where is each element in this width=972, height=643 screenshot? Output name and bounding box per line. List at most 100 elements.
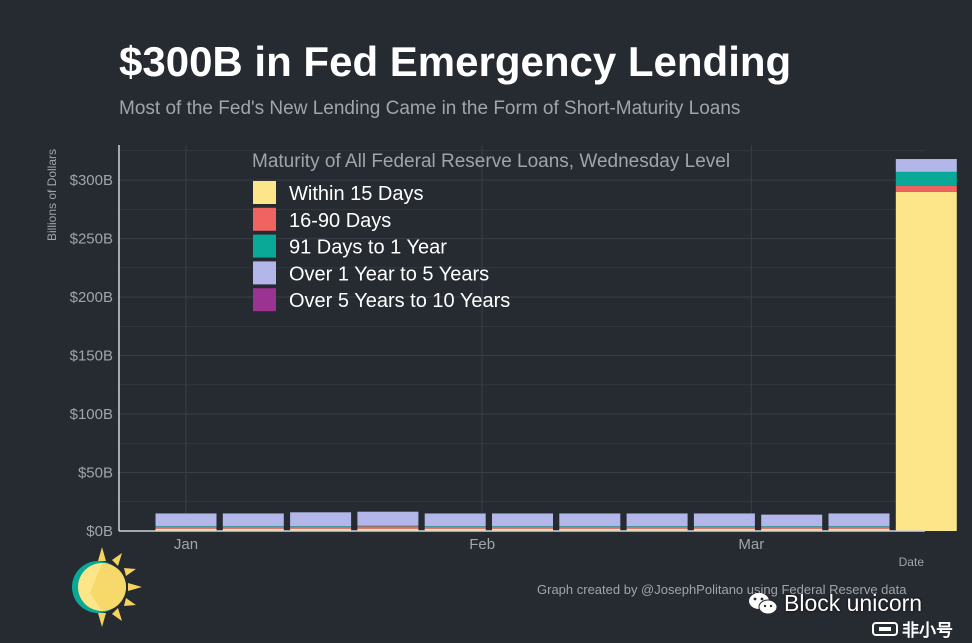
bar-segment xyxy=(559,526,621,527)
bar-segment xyxy=(492,513,553,527)
bar-stack xyxy=(761,514,823,531)
watermark-secondary: 非小号 xyxy=(872,616,953,641)
bar-segment xyxy=(424,526,486,527)
y-tick-label: $250B xyxy=(70,231,113,248)
watermark: Block unicorn xyxy=(748,590,922,617)
bar-segment xyxy=(222,513,284,527)
legend-swatch xyxy=(253,207,276,231)
y-axis-title: Billions of Dollars xyxy=(45,149,59,241)
bar-segment xyxy=(693,526,755,529)
bar-stack xyxy=(222,513,284,531)
watermark-secondary-label: 非小号 xyxy=(902,621,953,640)
bar-segment xyxy=(626,528,688,531)
bar-segment xyxy=(155,513,217,527)
bar-segment xyxy=(828,526,890,527)
bar-segment xyxy=(290,526,352,529)
sun-logo-icon xyxy=(72,547,142,627)
wechat-icon xyxy=(749,592,778,614)
x-tick-label: Mar xyxy=(738,536,764,553)
legend-swatch xyxy=(253,288,276,312)
brand-icon xyxy=(872,621,898,636)
bar-segment xyxy=(357,526,419,529)
bar-segment xyxy=(155,526,217,527)
y-tick-label: $0B xyxy=(86,523,113,540)
bar-segment xyxy=(828,513,890,527)
legend-item: Over 5 Years to 10 Years xyxy=(253,288,510,312)
bar-stack xyxy=(357,511,419,531)
bar-segment xyxy=(357,511,419,526)
bar-segment xyxy=(895,171,957,186)
bar-stack xyxy=(693,513,755,531)
y-tick-label: $150B xyxy=(70,348,113,365)
legend-label: Within 15 Days xyxy=(289,183,424,205)
bar-stack xyxy=(828,513,890,531)
bar-stack xyxy=(290,512,352,531)
bar-segment xyxy=(290,528,352,531)
legend-label: 16-90 Days xyxy=(289,210,391,232)
x-tick-label: Feb xyxy=(469,536,495,553)
legend-items: Within 15 Days 16-90 Days 91 Days to 1 Yea… xyxy=(253,181,510,312)
axes xyxy=(118,145,925,532)
bar-segment xyxy=(626,526,688,527)
bar-segment xyxy=(626,513,688,527)
bar-segment xyxy=(626,526,688,529)
legend-item: Within 15 Days xyxy=(253,181,424,205)
bar-segment xyxy=(559,513,621,527)
bar-segment xyxy=(895,159,957,172)
bar-stack xyxy=(424,513,486,531)
legend-swatch xyxy=(253,261,276,285)
legend-title: Maturity of All Federal Reserve Loans, W… xyxy=(252,151,730,172)
bar-segment xyxy=(559,526,621,529)
bar-segment xyxy=(693,513,755,527)
bar-segment xyxy=(492,528,553,531)
legend-item: Over 1 Year to 5 Years xyxy=(253,261,489,285)
bar-segment xyxy=(693,528,755,531)
bar-segment xyxy=(828,526,890,529)
bar-segment xyxy=(222,526,284,527)
bar-stack xyxy=(626,513,688,531)
bar-segment xyxy=(895,185,957,192)
bar-segment xyxy=(761,514,823,527)
bar-segment xyxy=(155,528,217,531)
legend-item: 16-90 Days xyxy=(253,207,391,232)
bar-segment xyxy=(828,528,890,531)
bar-segment xyxy=(492,526,553,527)
bar-segment xyxy=(424,528,486,531)
chart-subtitle: Most of the Fed's New Lending Came in th… xyxy=(119,98,741,119)
x-tick-label: Jan xyxy=(174,536,198,553)
legend-item: 91 Days to 1 Year xyxy=(253,234,447,259)
legend-label: Over 1 Year to 5 Years xyxy=(289,263,489,285)
x-tick-labels: Jan Feb Mar xyxy=(174,536,764,553)
bar-segment xyxy=(761,528,823,531)
bar-segment xyxy=(492,526,553,529)
watermark-name: Block unicorn xyxy=(784,590,923,616)
y-tick-label: $200B xyxy=(70,289,113,306)
x-axis-title: Date xyxy=(899,555,925,569)
bar-segment xyxy=(693,526,755,527)
chart-title: $300B in Fed Emergency Lending xyxy=(119,38,792,85)
y-tick-label: $300B xyxy=(70,172,113,189)
bar-stack xyxy=(155,513,217,531)
legend: Maturity of All Federal Reserve Loans, W… xyxy=(252,151,730,312)
bar-stack xyxy=(895,159,957,531)
bar-segment xyxy=(559,528,621,531)
y-tick-label: $100B xyxy=(70,406,113,423)
bar-segment xyxy=(424,526,486,529)
bar-segment xyxy=(155,526,217,529)
bar-segment xyxy=(761,526,823,527)
bar-segment xyxy=(222,526,284,529)
grid-lines xyxy=(119,145,925,531)
bar-stack xyxy=(559,513,621,531)
bar-segment xyxy=(222,528,284,531)
legend-swatch xyxy=(253,234,276,258)
bar-segment xyxy=(895,191,957,531)
legend-swatch xyxy=(253,181,276,204)
y-tick-label: $50B xyxy=(78,465,113,482)
legend-label: Over 5 Years to 10 Years xyxy=(289,290,510,312)
bar-segment xyxy=(761,526,823,529)
bar-segment xyxy=(357,528,419,531)
footer-credit: Graph created by @JosephPolitano using F… xyxy=(537,582,907,597)
bar-stack xyxy=(492,513,553,531)
bar-segment xyxy=(290,512,352,527)
